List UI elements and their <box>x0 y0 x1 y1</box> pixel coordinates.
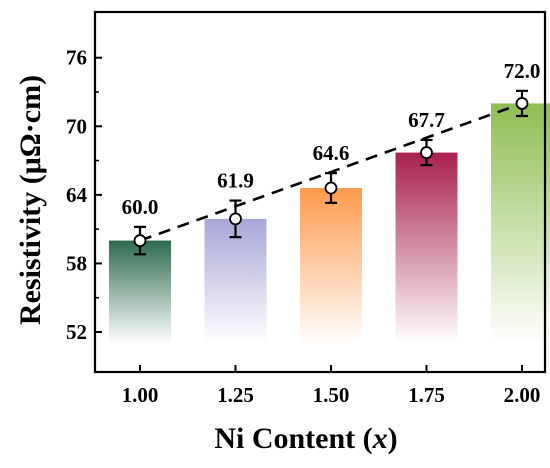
x-axis-label-main: Ni Content ( <box>214 422 372 455</box>
y-tick-label: 70 <box>66 114 87 138</box>
data-point <box>515 97 529 110</box>
x-tick-label: 1.75 <box>408 383 445 407</box>
bar <box>109 240 171 344</box>
x-ticks-group: 1.00 1.25 1.50 1.75 2.00 <box>122 365 541 407</box>
trend-line <box>139 102 523 242</box>
data-label: 64.6 <box>313 141 350 165</box>
data-point <box>229 212 242 226</box>
x-tick-label: 2.00 <box>504 383 541 407</box>
y-tick-label: 52 <box>66 320 87 344</box>
axes-group <box>93 10 547 374</box>
bars-group <box>109 103 550 344</box>
data-label: 72.0 <box>504 59 541 83</box>
y-ticks-group: 52 58 64 70 76 <box>66 46 102 344</box>
bar <box>204 218 267 344</box>
x-axis-label-var: x <box>372 422 388 455</box>
x-tick-label: 1.00 <box>122 383 159 407</box>
bar <box>395 152 458 344</box>
data-label: 61.9 <box>217 169 254 193</box>
y-tick-label: 76 <box>66 46 87 70</box>
data-point <box>420 146 433 159</box>
y-tick-label: 64 <box>66 183 88 207</box>
data-label: 60.0 <box>122 195 159 219</box>
data-labels-group: 60.0 61.9 64.6 67.7 72.0 <box>122 59 541 219</box>
x-tick-label: 1.25 <box>217 383 254 407</box>
x-tick-label: 1.50 <box>313 383 350 407</box>
data-point <box>324 181 338 195</box>
plot-frame <box>93 10 547 374</box>
points-group <box>133 97 529 247</box>
bar <box>300 188 362 344</box>
y-axis-label: Resistivity (μΩ·cm) <box>14 75 47 325</box>
bar <box>491 103 550 344</box>
y-tick-label: 58 <box>66 251 87 275</box>
data-label: 67.7 <box>408 108 445 132</box>
x-axis-label: Ni Content (x) <box>214 422 397 455</box>
data-point <box>133 234 147 247</box>
trend-line-group <box>139 102 523 242</box>
x-axis-label-end: ) <box>388 422 398 455</box>
